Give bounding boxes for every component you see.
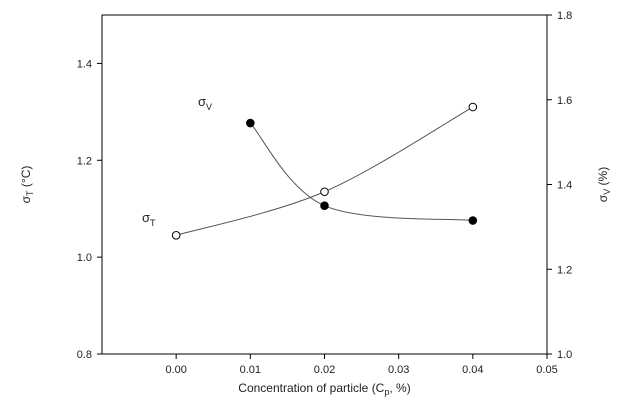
y-left-tick-label: 1.4	[77, 58, 92, 70]
series-annotation: σT	[142, 210, 156, 228]
annotation-symbol: σ	[198, 94, 206, 109]
series-line-0	[176, 106, 474, 236]
y-left-label-text: (°C)	[19, 166, 33, 191]
y-right-label-symbol: σ	[596, 194, 610, 202]
x-axis-label-tail: , %)	[389, 381, 410, 395]
annotation-subscript: T	[150, 218, 156, 228]
x-tick-label: 0.04	[462, 364, 483, 376]
y-right-tick-label: 1.4	[557, 180, 572, 192]
y-right-axis-label: σV (%)	[596, 167, 612, 202]
x-tick-label: 0.03	[388, 364, 409, 376]
x-axis-label: Concentration of particle (Cp, %)	[238, 381, 410, 397]
x-axis-label-main: Concentration of particle (C	[238, 381, 384, 395]
y-right-axis-label-group: σV (%)	[596, 167, 612, 202]
data-point-0	[171, 231, 181, 240]
x-tick-label: 0.01	[240, 364, 261, 376]
y-right-tick-label: 1.2	[557, 264, 572, 276]
data-point-0	[468, 102, 478, 112]
plot-frame	[101, 14, 548, 355]
y-left-label-symbol: σ	[19, 195, 33, 203]
annotation-symbol: σ	[142, 210, 150, 225]
y-left-axis-label: σT (°C)	[19, 166, 35, 204]
y-left-axis-label-group: σT (°C)	[19, 166, 35, 204]
y-left-tick-label: 1.2	[77, 155, 92, 167]
y-right-tick-label: 1.8	[557, 10, 572, 22]
x-tick-label: 0.05	[536, 364, 557, 376]
x-tick-label: 0.00	[165, 364, 186, 376]
markers	[171, 102, 478, 240]
curves	[176, 106, 474, 236]
data-point-0	[320, 187, 329, 197]
data-point-1	[468, 216, 478, 225]
y-right-label-subscript: V	[602, 189, 612, 195]
series-annotation: σV	[198, 94, 212, 112]
y-right-tick-label: 1.0	[557, 349, 572, 361]
series-line-1	[249, 122, 473, 222]
data-point-1	[246, 118, 255, 128]
x-tick-label: 0.02	[314, 364, 335, 376]
ticks: 0.00 0.01 0.02 0.03 0.04 0.05 0.8 1.0 1.2 1.4 1.0 1…	[77, 10, 573, 376]
axes	[101, 14, 548, 355]
y-right-label-text: (%)	[596, 167, 610, 189]
x-axis-label-subscript: p	[384, 387, 389, 397]
y-right-tick-label: 1.6	[557, 95, 572, 107]
y-left-tick-label: 0.8	[77, 349, 92, 361]
y-left-label-subscript: T	[25, 190, 35, 196]
y-left-tick-label: 1.0	[77, 252, 92, 264]
annotation-subscript: V	[206, 102, 212, 112]
data-point-1	[320, 201, 329, 210]
